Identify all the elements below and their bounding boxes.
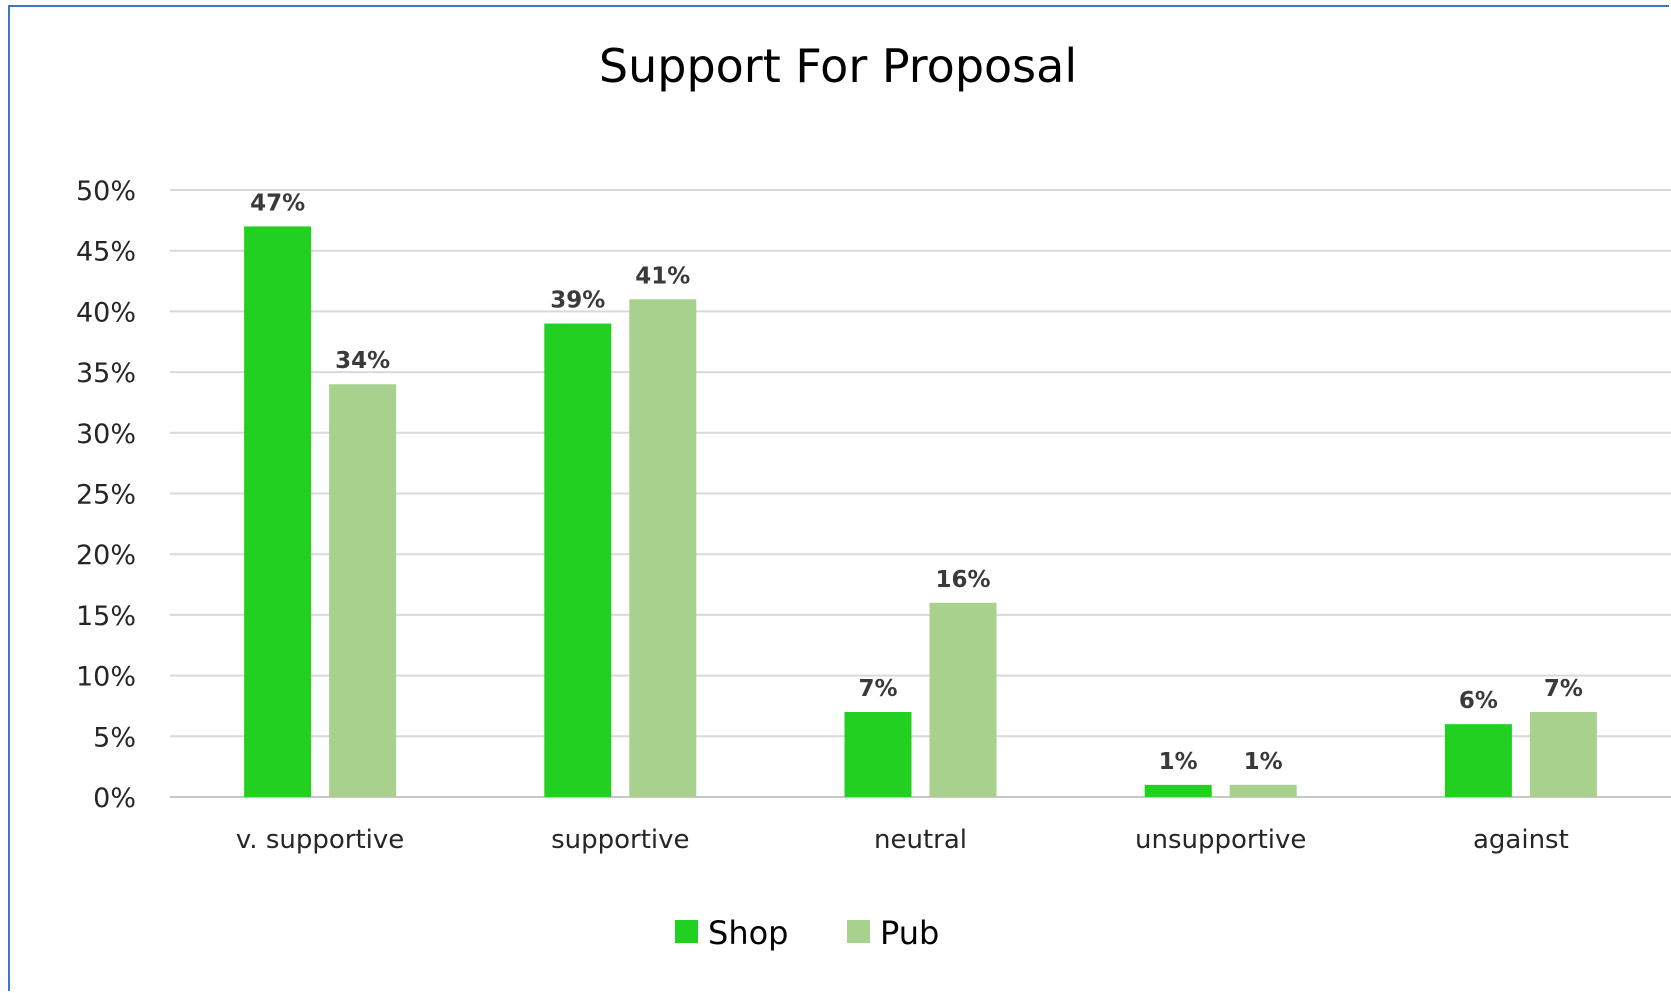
x-tick-label: against bbox=[1473, 825, 1569, 855]
bar-shop bbox=[844, 712, 912, 797]
bar-pub bbox=[1529, 712, 1597, 797]
x-tick-label: unsupportive bbox=[1135, 825, 1306, 855]
data-label: 16% bbox=[935, 567, 990, 593]
bar-shop bbox=[1144, 784, 1212, 797]
bar-pub bbox=[629, 299, 697, 797]
legend: Shop Pub bbox=[675, 914, 939, 952]
x-tick-label: supportive bbox=[551, 825, 689, 855]
x-tick-label: neutral bbox=[874, 825, 967, 855]
x-tick-label: v. supportive bbox=[236, 825, 404, 855]
data-label: 7% bbox=[1544, 676, 1583, 702]
data-label: 34% bbox=[335, 348, 390, 374]
bar-pub bbox=[1229, 784, 1297, 797]
y-tick-label: 15% bbox=[76, 601, 136, 632]
y-tick-label: 10% bbox=[76, 662, 136, 693]
bar-shop bbox=[1444, 724, 1512, 797]
gridlines bbox=[170, 189, 1671, 798]
y-tick-label: 45% bbox=[76, 237, 136, 268]
legend-swatch-pub bbox=[847, 920, 870, 943]
y-tick-label: 0% bbox=[93, 783, 136, 814]
data-label: 1% bbox=[1244, 749, 1283, 775]
bar-pub bbox=[329, 384, 397, 797]
y-tick-label: 35% bbox=[76, 358, 136, 389]
data-label: 47% bbox=[250, 190, 305, 216]
y-tick-label: 25% bbox=[76, 480, 136, 511]
legend-label: Pub bbox=[880, 914, 939, 952]
y-tick-label: 40% bbox=[76, 297, 136, 328]
x-axis: v. supportive supportive neutral unsupporti… bbox=[236, 825, 1569, 855]
y-tick-label: 20% bbox=[76, 540, 136, 571]
legend-swatch-shop bbox=[675, 920, 698, 943]
data-label: 1% bbox=[1159, 749, 1198, 775]
chart-title: Support For Proposal bbox=[599, 39, 1077, 93]
y-tick-label: 30% bbox=[76, 419, 136, 450]
bar-shop bbox=[544, 323, 612, 797]
y-tick-label: 5% bbox=[93, 722, 136, 753]
y-tick-label: 50% bbox=[76, 176, 136, 207]
data-label: 6% bbox=[1459, 688, 1498, 714]
data-label: 41% bbox=[635, 263, 690, 289]
bars bbox=[244, 226, 1597, 798]
data-label: 39% bbox=[550, 288, 605, 314]
bar-shop bbox=[244, 226, 312, 798]
y-axis: 0% 5% 10% 15% 20% 25% 30% 35% 40% 45% 50% bbox=[76, 176, 136, 814]
data-label: 7% bbox=[858, 676, 897, 702]
legend-label: Shop bbox=[708, 914, 788, 952]
bar-pub bbox=[929, 602, 997, 797]
data-labels: 47% 34% 39% 41% 7% 16% 1% 1% 6% 7% bbox=[250, 190, 1583, 774]
